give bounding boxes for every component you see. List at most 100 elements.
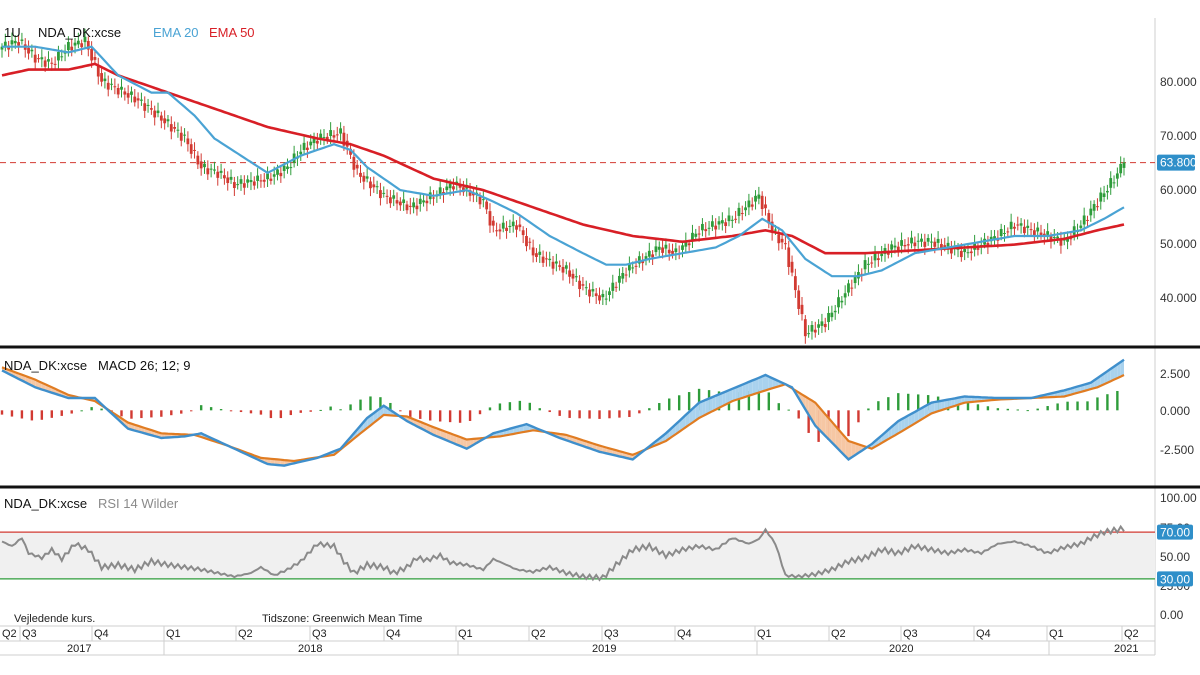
candle-body <box>850 287 854 289</box>
candle-body <box>800 304 804 315</box>
candle-body <box>156 110 160 114</box>
last-price-badge <box>1157 154 1195 171</box>
rsi-title[interactable]: RSI 14 Wilder <box>98 496 179 511</box>
quarter-label: Q3 <box>312 628 327 640</box>
macd-fill-segment <box>712 395 716 412</box>
macd-tick: -2.500 <box>1160 443 1194 457</box>
candle-body <box>256 175 260 181</box>
macd-title[interactable]: MACD 26; 12; 9 <box>98 358 191 373</box>
candle-body <box>505 227 508 231</box>
candle-body <box>545 258 548 260</box>
candle-body <box>43 60 47 67</box>
macd-histogram-bar <box>1006 408 1010 411</box>
macd-symbol-label[interactable]: NDA_DK:xcse <box>4 358 87 373</box>
candle-body <box>893 245 897 248</box>
candle-body <box>777 234 781 244</box>
macd-histogram-bar <box>757 389 761 411</box>
candle-body <box>704 229 708 232</box>
candle-body <box>621 273 625 279</box>
candle-body <box>223 175 226 179</box>
macd-histogram-bar <box>10 410 14 417</box>
candle-body <box>315 140 319 144</box>
quarter-label: Q4 <box>386 628 401 640</box>
macd-fill-segment <box>815 402 819 430</box>
candle-body <box>183 134 186 136</box>
candle-body <box>611 282 615 291</box>
candle-body <box>1079 225 1083 228</box>
macd-fill-segment <box>841 433 846 457</box>
quarter-label: Q3 <box>22 628 37 640</box>
macd-fill-segment <box>460 437 464 448</box>
ema20-legend[interactable]: EMA 20 <box>153 25 199 40</box>
candle-body <box>349 148 352 155</box>
candle-body <box>276 169 279 175</box>
candle-body <box>1009 221 1013 230</box>
macd-histogram-bar <box>1076 401 1079 411</box>
candle-body <box>163 118 167 124</box>
price-symbol-label[interactable]: NDA_DK:xcse <box>38 25 121 40</box>
macd-fill-segment <box>453 434 457 445</box>
candle-body <box>1069 238 1073 240</box>
candle-body <box>511 221 515 227</box>
candle-body <box>598 295 601 301</box>
macd-fill-segment <box>938 400 942 412</box>
candle-body <box>923 241 927 247</box>
macd-histogram-bar <box>767 392 771 411</box>
macd-histogram-bar <box>578 410 581 419</box>
interval-label[interactable]: 1U <box>4 25 21 40</box>
macd-histogram-bar <box>309 410 312 412</box>
candle-body <box>571 273 575 279</box>
candle-body <box>249 180 253 183</box>
candle-body <box>100 73 103 82</box>
candle-body <box>584 287 588 289</box>
macd-fill-segment <box>735 386 739 401</box>
macd-fill-segment <box>928 402 932 416</box>
macd-fill-segment <box>948 398 952 409</box>
macd-fill-segment <box>772 378 776 389</box>
candle-body <box>1032 230 1036 236</box>
macd-histogram-bar <box>468 410 472 421</box>
candle-body <box>976 248 980 250</box>
candle-body <box>37 58 40 60</box>
macd-fill-segment <box>725 390 729 405</box>
candle-body <box>823 323 827 328</box>
macd-histogram-bar <box>926 395 930 411</box>
candle-body <box>335 134 339 136</box>
macd-histogram-bar <box>259 410 263 415</box>
candle-body <box>73 42 77 46</box>
candle-body <box>149 108 153 110</box>
candle-body <box>1029 229 1033 231</box>
macd-fill-segment <box>825 414 829 440</box>
macd-histogram-bar <box>658 403 661 411</box>
quarter-label: Q1 <box>458 628 473 640</box>
ema50-legend[interactable]: EMA 50 <box>209 25 255 40</box>
candle-body <box>538 251 542 255</box>
candle-body <box>305 147 309 150</box>
candle-body <box>412 202 416 208</box>
candle-body <box>790 261 794 273</box>
rsi-symbol-label[interactable]: NDA_DK:xcse <box>4 496 87 511</box>
macd-histogram-bar <box>419 410 422 419</box>
candle-body <box>20 39 24 41</box>
macd-fill-segment <box>921 406 925 420</box>
candle-body <box>332 135 336 138</box>
candle-body <box>53 63 57 65</box>
candle-body <box>309 141 313 146</box>
macd-fill-segment <box>918 408 922 422</box>
macd-fill-segment <box>742 383 746 398</box>
candle-body <box>140 99 143 101</box>
macd-histogram-bar <box>70 410 73 414</box>
candle-body <box>1013 226 1016 229</box>
candle-body <box>903 245 907 247</box>
macd-histogram-bar <box>369 396 372 411</box>
macd-fill-segment <box>954 397 959 406</box>
candle-body <box>1019 223 1023 226</box>
candle-body <box>96 65 100 77</box>
candle-body <box>853 276 857 284</box>
candle-body <box>133 96 137 103</box>
macd-histogram-bar <box>638 410 641 414</box>
footer-timezone: Tidszone: Greenwich Mean Time <box>262 613 422 625</box>
macd-histogram-bar <box>229 410 233 412</box>
macd-fill-segment <box>908 413 912 428</box>
candle-body <box>388 197 392 204</box>
